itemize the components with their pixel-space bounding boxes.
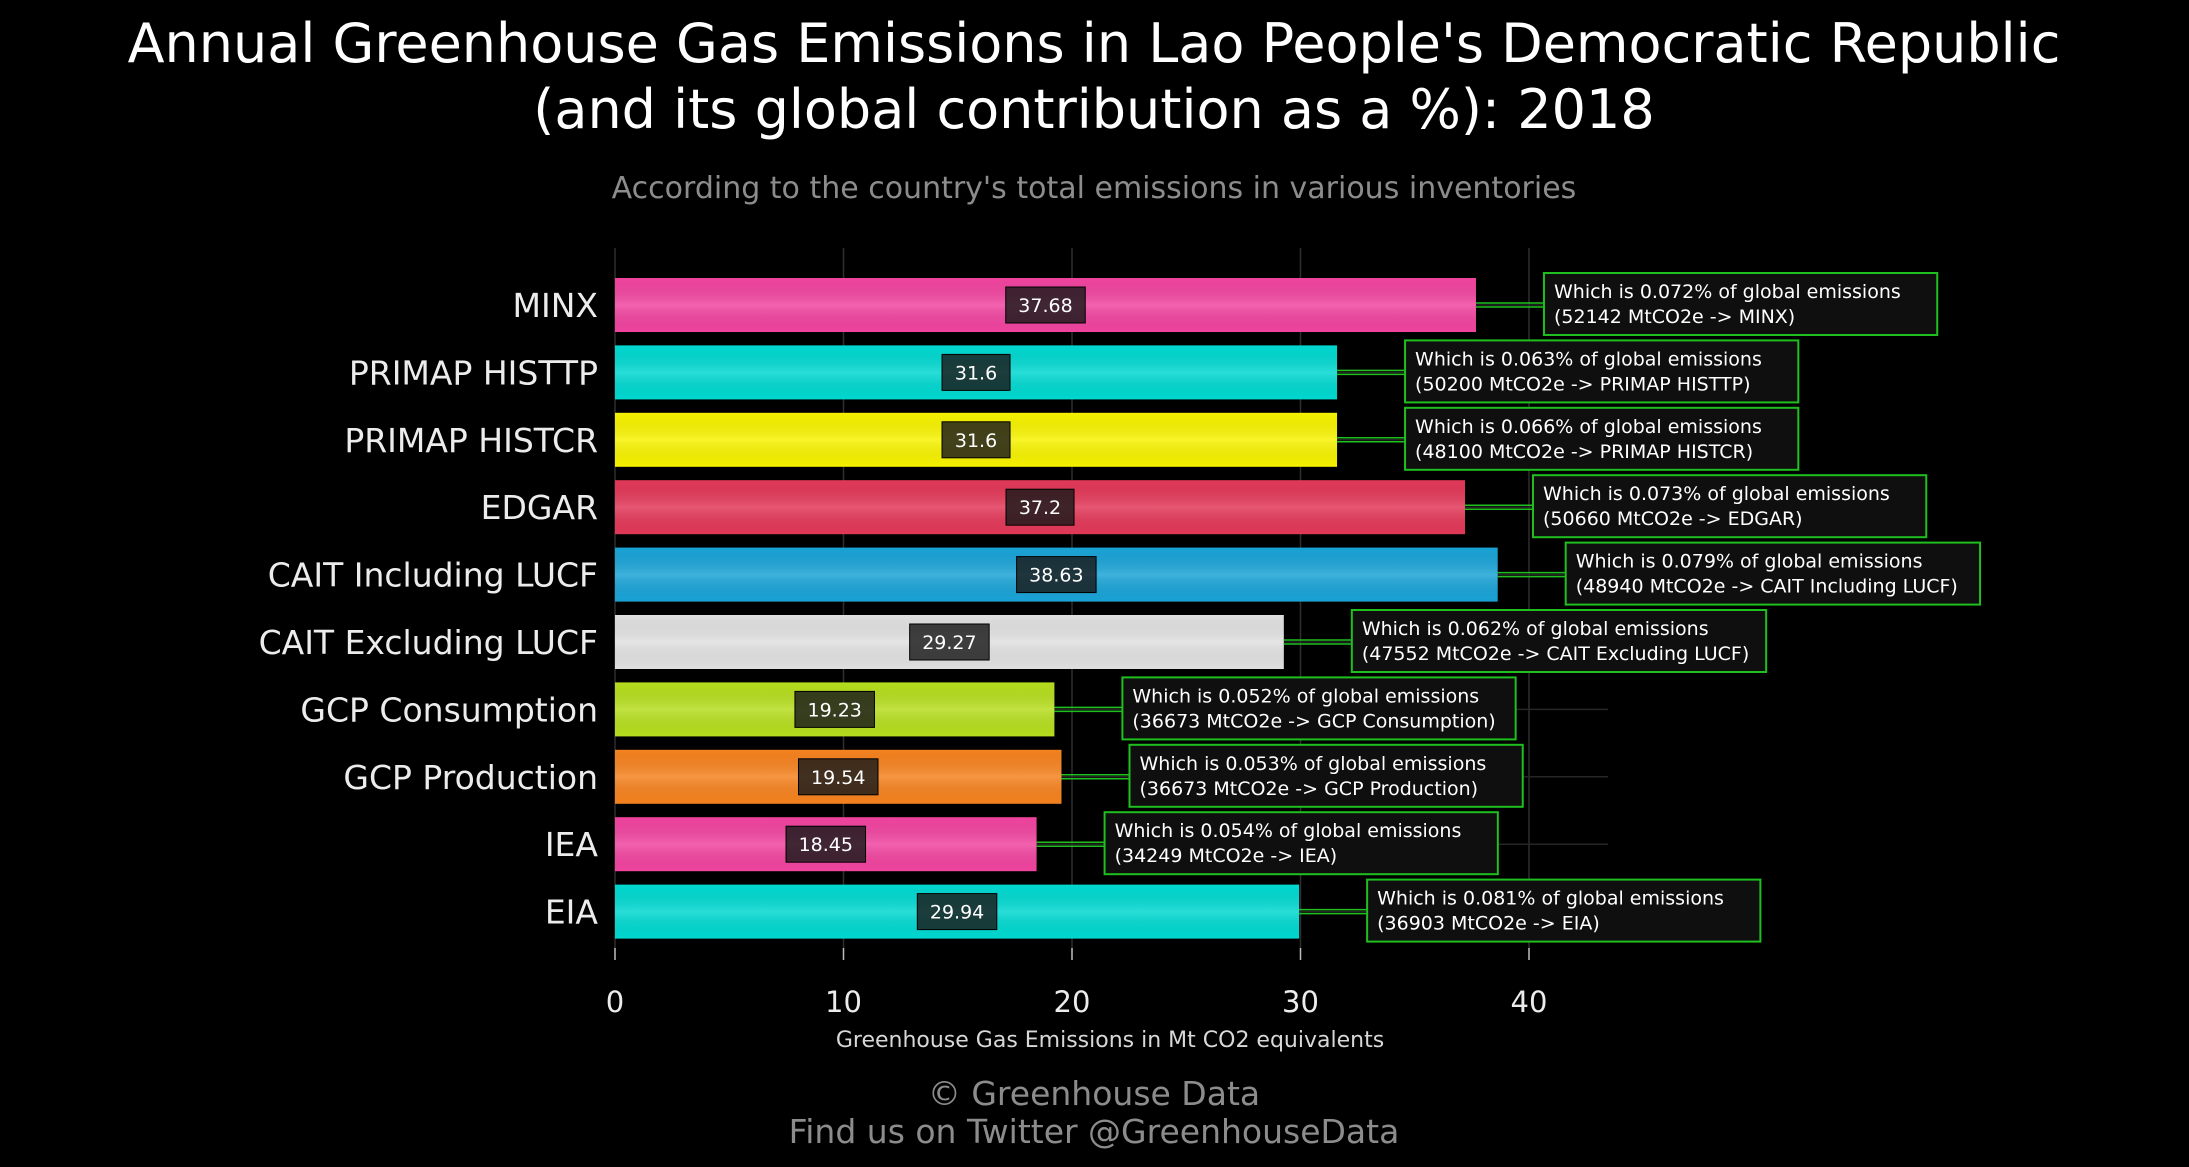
value-label-box xyxy=(794,690,875,728)
value-label-box xyxy=(785,825,867,863)
category-label: CAIT Including LUCF xyxy=(268,556,598,595)
category-label: EDGAR xyxy=(481,488,598,527)
annotation-box xyxy=(1532,474,1928,539)
x-tick-label: 30 xyxy=(1282,985,1319,1019)
x-tick-label: 20 xyxy=(1054,985,1091,1019)
category-label: PRIMAP HISTCR xyxy=(344,421,598,460)
annotation-text: Which is 0.072% of global emissions xyxy=(1554,281,1901,303)
annotation-text: Which is 0.063% of global emissions xyxy=(1415,348,1762,370)
category-label: CAIT Excluding LUCF xyxy=(259,623,598,662)
chart-title: Annual Greenhouse Gas Emissions in Lao P… xyxy=(128,12,2061,75)
value-label-box xyxy=(1016,556,1097,594)
annotation-text: (34249 MtCO2e -> IEA) xyxy=(1115,845,1338,867)
value-label-box xyxy=(1005,286,1086,324)
annotation-box xyxy=(1350,609,1768,673)
category-label: GCP Production xyxy=(343,758,598,797)
annotation-text: Which is 0.073% of global emissions xyxy=(1543,483,1890,505)
annotation-text: (36903 MtCO2e -> EIA) xyxy=(1377,913,1600,935)
value-label: 31.6 xyxy=(955,430,997,452)
x-tick-label: 0 xyxy=(606,985,624,1019)
annotation-text: Which is 0.066% of global emissions xyxy=(1415,416,1762,438)
value-label: 19.23 xyxy=(807,699,861,721)
footer-copyright: © Greenhouse Data xyxy=(928,1074,1260,1113)
annotation-box xyxy=(1404,339,1800,404)
annotation-text: (36673 MtCO2e -> GCP Production) xyxy=(1139,778,1478,800)
value-label-box xyxy=(941,421,1011,459)
value-label: 29.94 xyxy=(930,902,984,924)
footer-twitter: Find us on Twitter @GreenhouseData xyxy=(789,1112,1400,1151)
annotation-box xyxy=(1542,272,1939,336)
annotation-text: (48940 MtCO2e -> CAIT Including LUCF) xyxy=(1576,576,1958,598)
annotation-text: (36673 MtCO2e -> GCP Consumption) xyxy=(1132,710,1495,732)
category-label: MINX xyxy=(513,286,599,325)
x-axis: MINX PRIMAP HISTTP PRIMAP HISTCR EDGAR CAIT … xyxy=(259,286,1548,1019)
annotation-text: (50660 MtCO2e -> EDGAR) xyxy=(1543,508,1803,530)
value-label-box xyxy=(916,893,998,931)
chart-subtitle: According to the country's total emissio… xyxy=(612,171,1577,206)
x-tick-label: 40 xyxy=(1511,985,1548,1019)
value-label-box xyxy=(909,623,990,661)
annotation-text: Which is 0.081% of global emissions xyxy=(1377,888,1724,910)
annotation-box xyxy=(1128,743,1524,808)
value-label-box xyxy=(1005,488,1075,526)
annotation-box xyxy=(1564,541,1982,606)
value-label: 37.2 xyxy=(1019,497,1061,519)
category-label: GCP Consumption xyxy=(300,690,598,729)
value-label: 29.27 xyxy=(922,632,976,654)
value-label: 37.68 xyxy=(1018,295,1072,317)
annotation-box xyxy=(1121,676,1517,741)
chart-title-line2: (and its global contribution as a %): 20… xyxy=(533,78,1654,141)
category-label: EIA xyxy=(545,893,599,932)
annotation-text: (47552 MtCO2e -> CAIT Excluding LUCF) xyxy=(1362,643,1749,665)
annotation-text: Which is 0.062% of global emissions xyxy=(1362,618,1709,640)
category-label: PRIMAP HISTTP xyxy=(349,353,598,392)
annotation-text: Which is 0.052% of global emissions xyxy=(1132,685,1479,707)
annotation-text: Which is 0.079% of global emissions xyxy=(1576,551,1923,573)
x-axis-title: Greenhouse Gas Emissions in Mt CO2 equiv… xyxy=(836,1028,1384,1053)
value-label: 19.54 xyxy=(811,767,865,789)
category-label: IEA xyxy=(545,825,599,864)
bars: 37.68 Which is 0.072% of global emissions… xyxy=(615,272,1982,943)
annotation-text: (48100 MtCO2e -> PRIMAP HISTCR) xyxy=(1415,441,1753,463)
value-label: 18.45 xyxy=(799,834,853,856)
annotation-box xyxy=(1366,878,1762,943)
annotation-text: (52142 MtCO2e -> MINX) xyxy=(1554,306,1795,328)
annotation-box xyxy=(1103,811,1499,876)
annotation-text: (50200 MtCO2e -> PRIMAP HISTTP) xyxy=(1415,373,1750,395)
value-label: 31.6 xyxy=(955,362,997,384)
annotation-text: Which is 0.054% of global emissions xyxy=(1115,820,1462,842)
annotation-text: Which is 0.053% of global emissions xyxy=(1139,753,1486,775)
value-label: 38.63 xyxy=(1029,565,1083,587)
x-tick-label: 10 xyxy=(825,985,862,1019)
value-label-box xyxy=(797,758,879,796)
value-label-box xyxy=(941,353,1011,391)
annotation-box xyxy=(1404,406,1800,471)
